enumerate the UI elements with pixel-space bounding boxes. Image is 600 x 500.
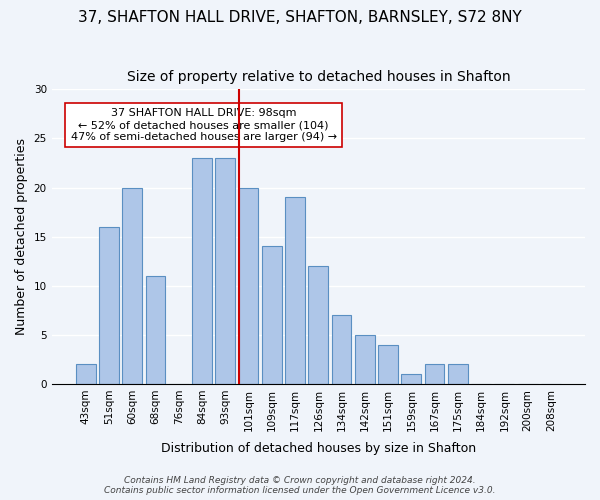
X-axis label: Distribution of detached houses by size in Shafton: Distribution of detached houses by size …: [161, 442, 476, 455]
Bar: [285, 198, 305, 384]
Y-axis label: Number of detached properties: Number of detached properties: [15, 138, 28, 335]
Title: Size of property relative to detached houses in Shafton: Size of property relative to detached ho…: [127, 70, 510, 84]
Bar: [146, 276, 166, 384]
Text: 37 SHAFTON HALL DRIVE: 98sqm
← 52% of detached houses are smaller (104)
47% of s: 37 SHAFTON HALL DRIVE: 98sqm ← 52% of de…: [71, 108, 337, 142]
Bar: [99, 227, 119, 384]
Bar: [355, 335, 375, 384]
Bar: [401, 374, 421, 384]
Text: 37, SHAFTON HALL DRIVE, SHAFTON, BARNSLEY, S72 8NY: 37, SHAFTON HALL DRIVE, SHAFTON, BARNSLE…: [78, 10, 522, 25]
Bar: [425, 364, 445, 384]
Bar: [308, 266, 328, 384]
Bar: [192, 158, 212, 384]
Bar: [262, 246, 282, 384]
Bar: [448, 364, 468, 384]
Bar: [378, 344, 398, 384]
Bar: [122, 188, 142, 384]
Text: Contains HM Land Registry data © Crown copyright and database right 2024.
Contai: Contains HM Land Registry data © Crown c…: [104, 476, 496, 495]
Bar: [215, 158, 235, 384]
Bar: [76, 364, 95, 384]
Bar: [239, 188, 259, 384]
Bar: [332, 315, 352, 384]
